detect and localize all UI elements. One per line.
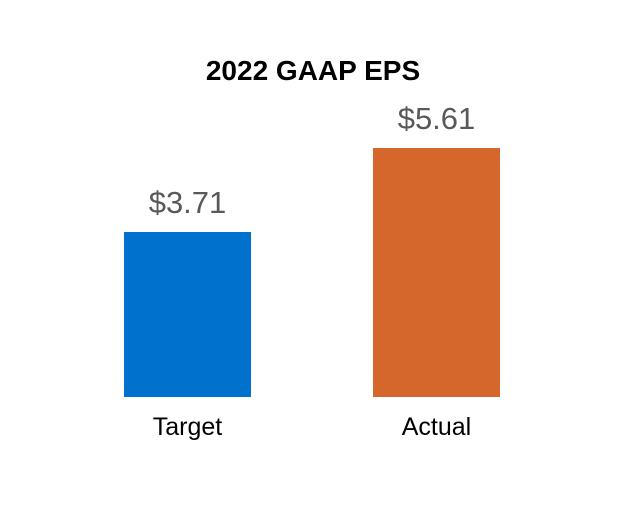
value-label-actual: $5.61 <box>397 100 476 136</box>
category-label-target: Target <box>152 413 223 441</box>
bar-actual <box>373 148 500 397</box>
bar-column-target: $3.71 <box>124 0 251 397</box>
chart-title: 2022 GAAP EPS <box>205 55 421 86</box>
value-label-target: $3.71 <box>148 184 227 220</box>
bar-target <box>124 232 251 397</box>
category-label-actual: Actual <box>401 413 472 441</box>
bar-column-actual: $5.61 <box>373 0 500 397</box>
